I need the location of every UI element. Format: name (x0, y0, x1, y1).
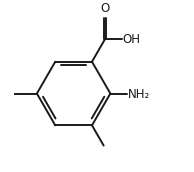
Text: NH₂: NH₂ (128, 88, 150, 101)
Text: O: O (100, 2, 110, 15)
Text: OH: OH (122, 33, 140, 46)
